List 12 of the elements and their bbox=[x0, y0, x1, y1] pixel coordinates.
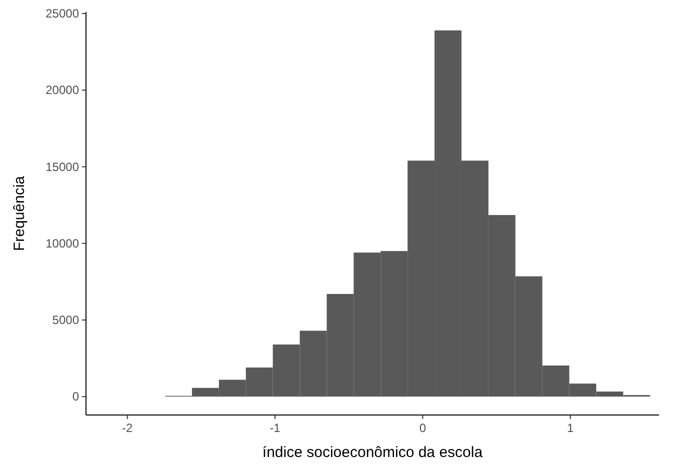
y-tick-label: 10000 bbox=[46, 236, 80, 250]
x-tick-label: 0 bbox=[419, 421, 426, 435]
y-tick-label: 20000 bbox=[46, 83, 80, 98]
y-tick-label: 0 bbox=[72, 390, 80, 404]
x-tick-label: 1 bbox=[567, 421, 574, 435]
x-tick-label: -2 bbox=[122, 421, 134, 435]
y-tick-label: 15000 bbox=[46, 160, 80, 174]
y-axis-title: Frequência bbox=[11, 175, 28, 252]
x-axis-title: índice socioeconômico da escola bbox=[262, 444, 484, 461]
y-tick-label: 5000 bbox=[52, 312, 80, 327]
x-tick-label: -1 bbox=[270, 421, 281, 435]
y-tick-label: 25000 bbox=[46, 6, 80, 21]
